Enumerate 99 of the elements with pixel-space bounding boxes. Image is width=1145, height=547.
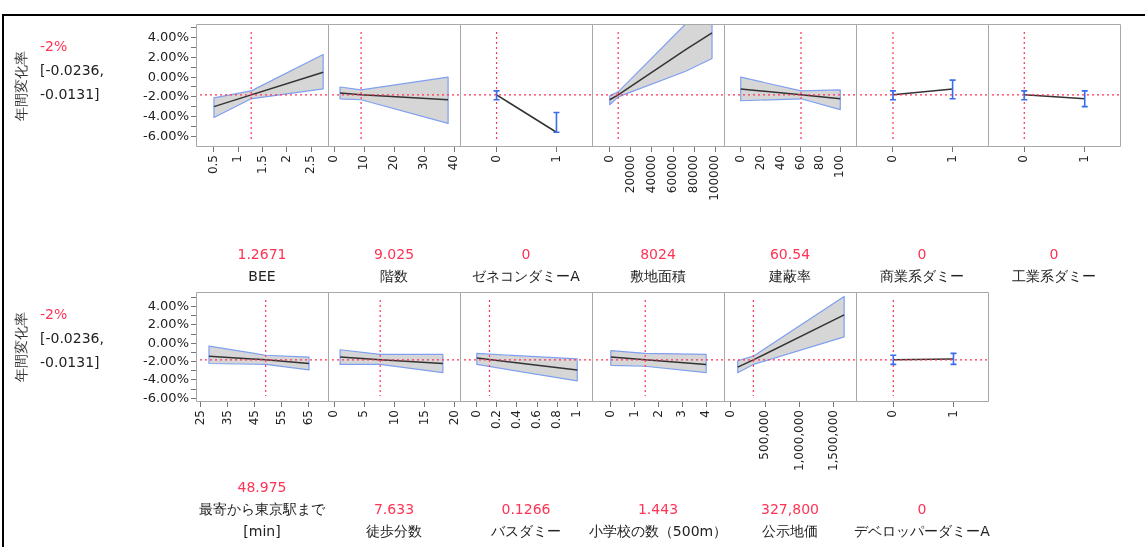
x-tick-label: 1 [569,410,584,418]
y-tick-label: -4.00% [143,107,189,123]
x-tick-label: 0 [732,155,747,163]
x-tick-label: 0.5 [206,155,221,175]
x-tick-label: 1.5 [254,155,269,175]
x-tick-label: 30 [416,155,431,171]
x-tick-label: 65 [301,410,316,426]
x-tick-label: 0 [601,155,616,163]
y-tick-label: -6.00% [143,127,189,143]
x-tick-label: 0.8 [549,410,564,430]
x-tick-label: 0 [602,410,617,418]
ref-line-label: 1.443 [637,500,679,519]
x-tick-label: 0 [468,410,483,418]
y-tick-label: 2.00% [147,316,189,332]
ref-line-label: 0 [1049,245,1059,264]
x-tick-label: 25 [192,410,207,426]
x-tick-label: 0.6 [529,410,544,430]
x-tick-label: 35 [220,410,235,426]
x-tick-label: 1 [944,155,959,163]
y-tick-label: 0.00% [147,68,189,84]
y-tick-label: 2.00% [147,48,189,64]
y-axis-title: 年間変化率 [13,312,30,382]
x-tick-label: 55 [274,410,289,426]
x-tick-label: 80000 [686,155,701,194]
x-tick-label: 15 [416,410,431,426]
x-axis-title: バスダミー [491,522,561,541]
x-axis-title: 公示地価 [762,522,818,541]
x-tick-label: 20 [447,410,462,426]
y-tick-label: -2.00% [143,88,189,104]
text: -2% [40,305,69,324]
x-tick-label: 60000 [665,155,680,194]
x-tick-label: 100 [832,155,847,178]
x-axis-title: 徒歩分数 [366,522,422,541]
x-tick-label: 0 [885,410,900,418]
x-tick-label: 40 [772,155,787,171]
x-tick-label: 1 [1076,155,1091,163]
x-tick-label: 4 [698,410,713,418]
ref-line-label: 0 [917,245,927,264]
y-tick-label: 4.00% [147,29,189,45]
y-tick-label: 0.00% [147,334,189,350]
x-tick-label: 20 [386,155,401,171]
ref-line-label: 0.1266 [501,500,551,519]
x-tick-label: 5 [356,410,371,418]
x-axis-title: デベロッパーダミーA [854,522,990,541]
y-tick-label: -2.00% [143,353,189,369]
x-axis-title: ゼネコンダミーA [472,267,580,286]
x-tick-label: 0 [326,410,341,418]
x-tick-label: 10 [356,155,371,171]
ref-line-label: 7.633 [373,500,415,519]
x-axis-title: 最寄から東京駅まで[min] [198,500,326,541]
x-tick-label: 1,500,000 [825,410,840,472]
x-tick-label: 500,000 [757,410,772,460]
x-tick-label: 1 [626,410,641,418]
x-tick-label: 2 [650,410,665,418]
x-tick-label: 2.5 [303,155,318,175]
x-tick-label: 80 [812,155,827,171]
y-axis-title: 年間変化率 [13,50,30,121]
x-tick-label: 0 [885,155,900,163]
x-axis-title: 建蔽率 [769,267,811,286]
ref-line-label: 0 [917,500,927,519]
ref-line-label: 48.975 [237,478,287,497]
x-tick-label: 100000 [707,155,722,201]
y-tick-label: -4.00% [143,371,189,387]
x-tick-label: 0.4 [509,410,524,430]
ref-line-label: 1.2671 [237,245,287,264]
ref-line-label: 0 [521,245,531,264]
x-tick-label: 2 [278,155,293,163]
x-tick-label: 1,000,000 [791,410,806,472]
x-tick-label: 20 [752,155,767,171]
y-tick-label: 4.00% [147,298,189,314]
x-tick-label: 1 [230,155,245,163]
x-axis-title: 工業系ダミー [1012,267,1096,286]
text: [-0.0236, -0.0131] [40,329,105,372]
ref-line-label: 8024 [640,245,676,264]
ref-line-label: 60.54 [769,245,811,264]
x-tick-label: 40 [446,155,461,171]
ref-line-label: 327,800 [761,500,819,519]
x-tick-label: 0 [326,155,341,163]
x-tick-label: 0 [722,410,737,418]
x-tick-label: 3 [674,410,689,418]
x-axis-title: BEE [248,267,276,286]
x-tick-label: 0 [1016,155,1031,163]
x-tick-label: 1 [945,410,960,418]
x-tick-label: 60 [792,155,807,171]
ref-line-label: 9.025 [373,245,415,264]
x-axis-title: 階数 [380,267,408,286]
x-tick-label: 40000 [644,155,659,194]
x-tick-label: 10 [386,410,401,426]
text: [-0.0236, -0.0131] [40,61,105,104]
x-axis-title: 敷地面積 [630,267,686,286]
text: -2% [40,37,69,56]
x-tick-label: 0.2 [488,410,503,430]
x-axis-title: 小学校の数（500m） [588,522,728,541]
x-axis-title: 商業系ダミー [880,267,964,286]
x-tick-label: 45 [247,410,262,426]
y-tick-label: -6.00% [143,389,189,405]
x-tick-label: 1 [548,155,563,163]
x-tick-label: 20000 [622,155,637,194]
x-tick-label: 0 [488,155,503,163]
